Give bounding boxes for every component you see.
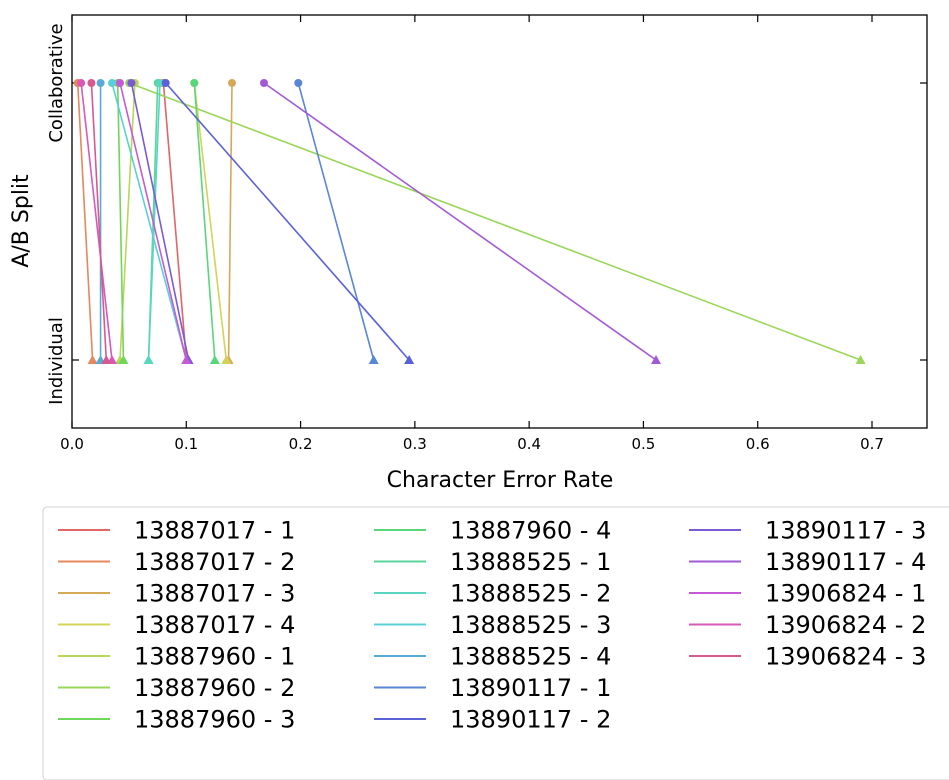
legend-label: 13887017 - 2 bbox=[134, 548, 295, 576]
series-line bbox=[130, 82, 190, 361]
x-axis-title: Character Error Rate bbox=[387, 468, 614, 493]
individual-point bbox=[87, 355, 98, 364]
series-line bbox=[90, 82, 108, 361]
individual-point bbox=[221, 355, 232, 364]
legend-label: 13888525 - 3 bbox=[450, 611, 611, 639]
series-line bbox=[80, 82, 113, 361]
individual-point bbox=[209, 355, 220, 364]
x-tick-label: 0.1 bbox=[174, 435, 198, 453]
y-tick-label-individual: Individual bbox=[46, 317, 67, 405]
x-tick-label: 0.0 bbox=[60, 435, 84, 453]
series-line bbox=[119, 82, 188, 361]
series-line bbox=[227, 82, 233, 361]
series-line bbox=[263, 82, 657, 361]
legend-label: 13887960 - 2 bbox=[134, 674, 295, 702]
legend-label: 13887017 - 4 bbox=[134, 611, 295, 639]
collaborative-point bbox=[96, 79, 105, 87]
legend-label: 13890117 - 1 bbox=[450, 674, 611, 702]
y-tick-label-collaborative: Collaborative bbox=[46, 23, 67, 142]
legend-label: 13888525 - 4 bbox=[450, 643, 611, 671]
x-tick-label: 0.5 bbox=[631, 435, 655, 453]
legend-label: 13890117 - 3 bbox=[765, 517, 926, 545]
legend-label: 13906824 - 3 bbox=[765, 643, 926, 671]
collaborative-point bbox=[87, 79, 96, 87]
x-tick-label: 0.3 bbox=[403, 435, 427, 453]
y-axis-title: A/B Split bbox=[9, 174, 34, 268]
collaborative-point bbox=[190, 79, 199, 87]
legend: 13887017 - 1 13887017 - 2 13887017 - 3 1388… bbox=[58, 517, 926, 734]
legend-box bbox=[42, 506, 949, 780]
legend-label: 13888525 - 1 bbox=[450, 548, 611, 576]
axis-ticks: 0.0 0.1 0.2 0.3 0.4 0.5 0.6 0.7 bbox=[60, 15, 927, 453]
collaborative-point bbox=[161, 79, 170, 87]
legend-label: 13906824 - 2 bbox=[765, 611, 926, 639]
plot-area-frame bbox=[71, 14, 928, 429]
series-line bbox=[111, 82, 188, 361]
collaborative-point bbox=[77, 79, 86, 87]
collaborative-point bbox=[127, 79, 136, 87]
collaborative-point bbox=[116, 79, 124, 87]
series-line bbox=[297, 82, 375, 361]
collaborative-point bbox=[294, 79, 303, 87]
individual-point bbox=[368, 355, 379, 364]
legend-label: 13890117 - 4 bbox=[765, 548, 926, 576]
collaborative-point bbox=[108, 79, 116, 87]
series-line bbox=[162, 82, 188, 361]
individual-point bbox=[118, 355, 129, 364]
series-line bbox=[165, 82, 410, 361]
collaborative-point bbox=[260, 79, 268, 87]
legend-label: 13887960 - 3 bbox=[134, 706, 295, 734]
x-tick-label: 0.7 bbox=[860, 435, 884, 453]
collaborative-point bbox=[156, 79, 164, 87]
legend-label: 13888525 - 2 bbox=[450, 580, 611, 608]
series-lines bbox=[73, 79, 866, 364]
individual-point bbox=[101, 355, 112, 364]
collaborative-point bbox=[228, 79, 236, 87]
legend-label: 13890117 - 2 bbox=[450, 706, 611, 734]
legend-label: 13887960 - 1 bbox=[134, 643, 295, 671]
individual-point bbox=[143, 355, 154, 364]
x-tick-label: 0.6 bbox=[746, 435, 770, 453]
series-line bbox=[147, 82, 161, 361]
individual-point bbox=[404, 355, 415, 364]
legend-label: 13887960 - 4 bbox=[450, 517, 611, 545]
individual-point bbox=[181, 355, 192, 364]
individual-point bbox=[855, 355, 866, 364]
legend-label: 13906824 - 1 bbox=[765, 580, 926, 608]
series-line bbox=[193, 82, 228, 361]
legend-label: 13887017 - 3 bbox=[134, 580, 295, 608]
series-line bbox=[128, 82, 861, 361]
series-line bbox=[116, 82, 125, 361]
legend-label: 13887017 - 1 bbox=[134, 517, 295, 545]
series-line bbox=[76, 82, 94, 361]
x-tick-label: 0.2 bbox=[289, 435, 313, 453]
x-tick-label: 0.4 bbox=[517, 435, 541, 453]
individual-point bbox=[651, 355, 661, 364]
series-line bbox=[193, 82, 216, 361]
